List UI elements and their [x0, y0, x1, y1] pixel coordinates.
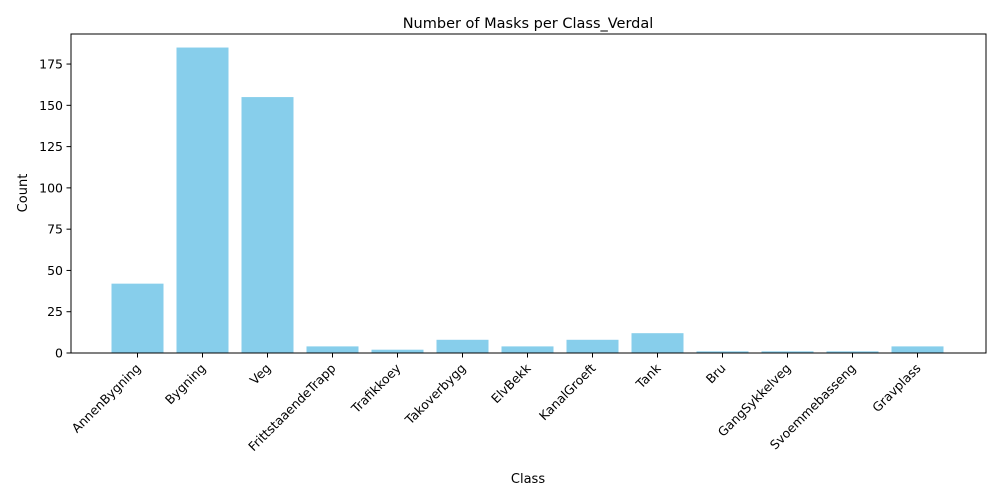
bar-annenbygning — [111, 283, 164, 353]
bar-kanalgroeft — [566, 339, 619, 353]
y-tick-label: 75 — [47, 222, 63, 237]
y-tick-label: 175 — [39, 57, 63, 72]
chart-title: Number of Masks per Class_Verdal — [403, 16, 654, 32]
bar-veg — [241, 97, 294, 353]
bar-bru — [696, 351, 749, 353]
y-tick-label: 150 — [39, 98, 63, 113]
plot-frame — [70, 33, 987, 354]
bar-gangsykkelveg — [761, 351, 814, 353]
bar-elvbekk — [501, 346, 554, 353]
bar-svoemmebasseng — [826, 351, 879, 353]
y-axis-label: Count — [16, 174, 31, 213]
y-axis-ticks: 0 25 50 75 100 125 150 175 — [39, 57, 71, 361]
bar-gravplass — [891, 346, 944, 353]
y-tick-label: 50 — [47, 263, 63, 278]
bar-takoverbygg — [436, 339, 489, 353]
bar-trafikkoey — [371, 349, 424, 353]
y-tick-label: 100 — [39, 180, 63, 195]
bar-bygning — [176, 47, 229, 353]
y-tick-label: 25 — [47, 304, 63, 319]
y-tick-label: 125 — [39, 139, 63, 154]
x-axis-label: Class — [511, 472, 545, 487]
bar-frittstaaendetrapp — [306, 346, 359, 353]
bars — [111, 47, 944, 353]
y-tick-label: 0 — [55, 346, 63, 361]
bar-tank — [631, 333, 684, 353]
